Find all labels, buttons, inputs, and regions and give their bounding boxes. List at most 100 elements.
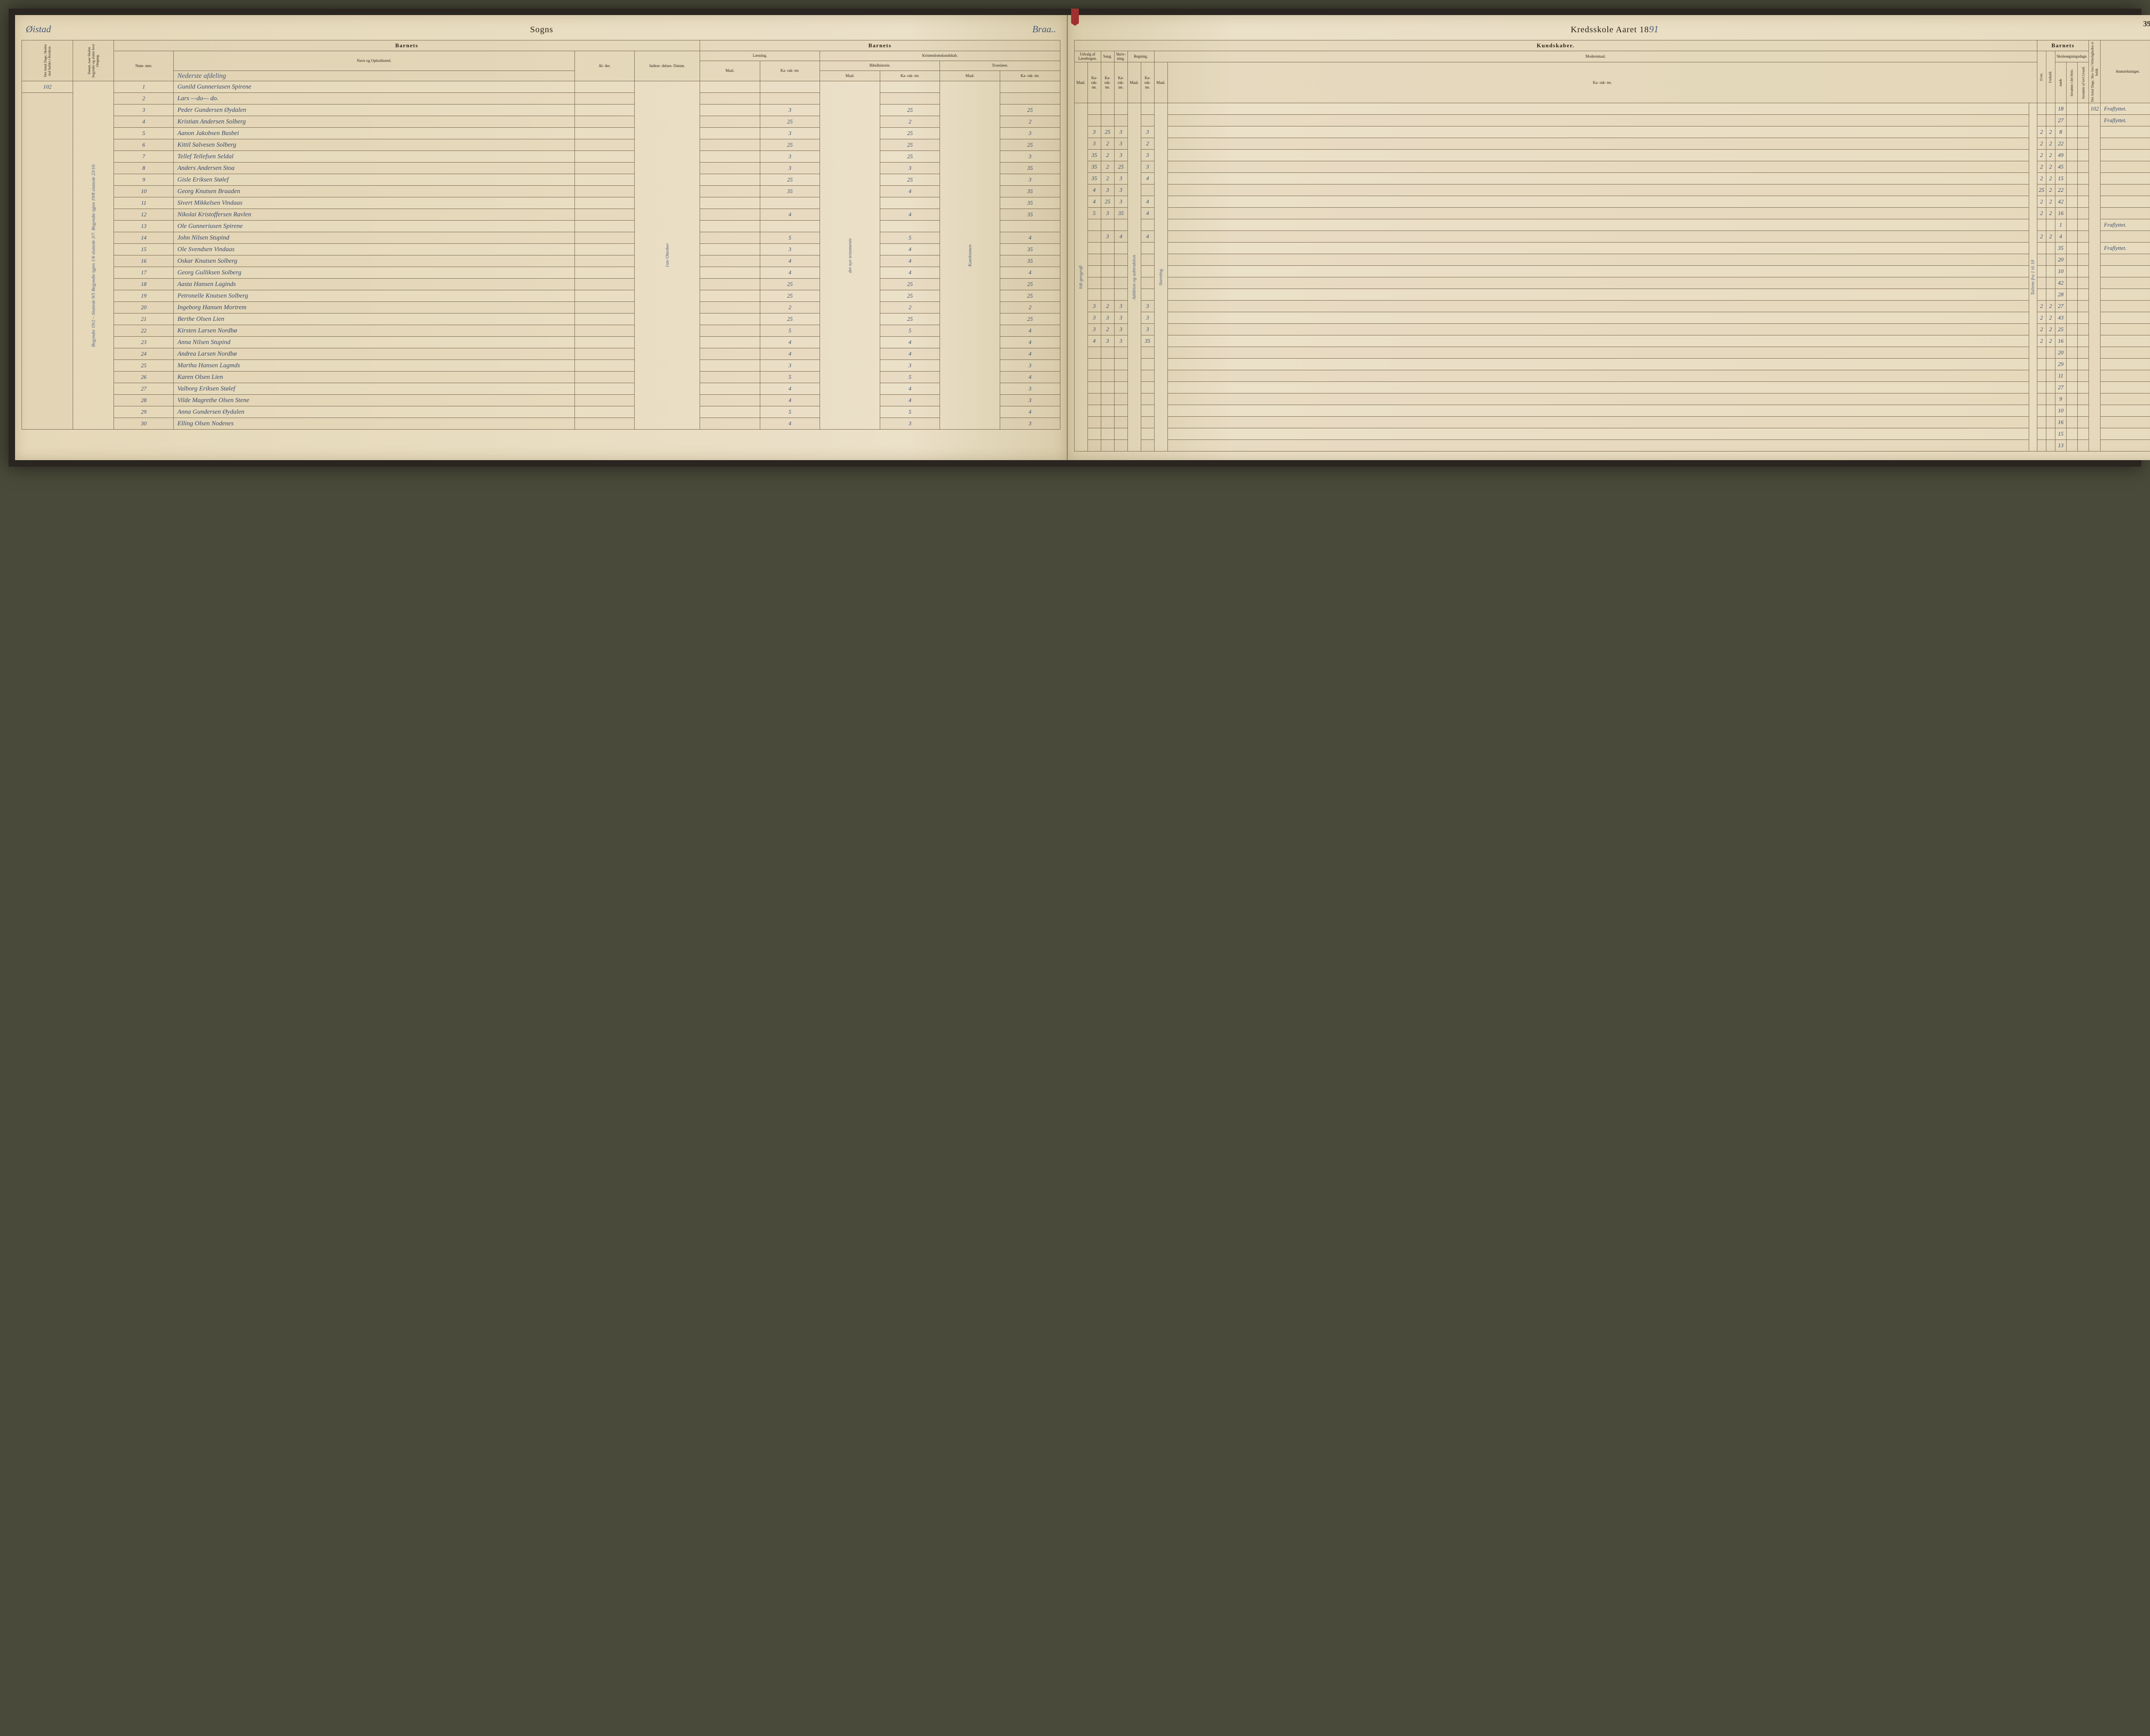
evne-val: 2 bbox=[2037, 324, 2046, 335]
mode-val: 18 bbox=[2055, 103, 2066, 115]
laesning-maal bbox=[700, 139, 760, 151]
fors-hele bbox=[2066, 138, 2077, 150]
troes-kar: 25 bbox=[1000, 279, 1060, 290]
fors-grund bbox=[2078, 277, 2089, 289]
remarks-cell bbox=[2100, 359, 2150, 370]
troes-kar: 2 bbox=[1000, 302, 1060, 313]
troes-kar: 35 bbox=[1000, 197, 1060, 209]
sang-kar bbox=[1101, 382, 1114, 393]
fors-hele bbox=[2066, 301, 2077, 312]
troes-kar bbox=[1000, 93, 1060, 104]
skriv-kar bbox=[1114, 428, 1127, 440]
troes-kar: 3 bbox=[1000, 395, 1060, 406]
skriv-kar bbox=[1114, 370, 1127, 382]
skriv-kar bbox=[1114, 359, 1127, 370]
student-name: Oskar Knutsen Solberg bbox=[174, 255, 574, 267]
regning-kar bbox=[1141, 417, 1154, 428]
troes-kar: 3 bbox=[1000, 418, 1060, 430]
forhold-val: 2 bbox=[2046, 196, 2055, 208]
alder-cell bbox=[574, 279, 635, 290]
alder-cell bbox=[574, 151, 635, 163]
alder-cell bbox=[574, 209, 635, 221]
skriv-kar bbox=[1114, 347, 1127, 359]
table-row: 21Berthe Olsen Lien252525 bbox=[22, 313, 1060, 325]
sang-kar: 3 bbox=[1101, 184, 1114, 196]
regning-kar: 3 bbox=[1141, 324, 1154, 335]
laesning-kar: 4 bbox=[760, 337, 820, 348]
troes-kar: 35 bbox=[1000, 163, 1060, 174]
forhold-val: 2 bbox=[2046, 312, 2055, 324]
udvalg-kar bbox=[1087, 277, 1101, 289]
sang-kar: 3 bbox=[1101, 208, 1114, 219]
laesning-kar: 3 bbox=[760, 151, 820, 163]
remarks-cell bbox=[2100, 312, 2150, 324]
table-row: 24Andrea Larsen Nordbø444 bbox=[22, 348, 1060, 360]
row-number: 12 bbox=[114, 209, 174, 221]
evne-val bbox=[2037, 428, 2046, 440]
modersmaal-kar bbox=[1167, 312, 2029, 324]
fors-hele bbox=[2066, 126, 2077, 138]
remarks-cell bbox=[2100, 161, 2150, 173]
sang-kar bbox=[1101, 243, 1114, 254]
fors-hele bbox=[2066, 428, 2077, 440]
sang-kar bbox=[1101, 266, 1114, 277]
modersmaal-kar bbox=[1167, 405, 2029, 417]
evne-val: 2 bbox=[2037, 196, 2046, 208]
sang-kar bbox=[1101, 219, 1114, 231]
mode-val: 15 bbox=[2055, 173, 2066, 184]
table-row: 2Lars —do— do. bbox=[22, 93, 1060, 104]
row-number: 9 bbox=[114, 174, 174, 186]
fors-hele bbox=[2066, 370, 2077, 382]
bibel-kar: 25 bbox=[880, 290, 940, 302]
laesning-kar bbox=[760, 197, 820, 209]
laesning-kar: 3 bbox=[760, 128, 820, 139]
evne-val bbox=[2037, 219, 2046, 231]
bibel-kar: 25 bbox=[880, 128, 940, 139]
student-name: Gisle Eriksen Stølef bbox=[174, 174, 574, 186]
table-row: 32332225 bbox=[1074, 324, 2150, 335]
udvalg-kar bbox=[1087, 231, 1101, 243]
udvalg-kar bbox=[1087, 219, 1101, 231]
fors-grund bbox=[2078, 324, 2089, 335]
mode-val: 27 bbox=[2055, 115, 2066, 126]
troes-kar: 2 bbox=[1000, 116, 1060, 128]
modersmaal-kar bbox=[1167, 277, 2029, 289]
row-number: 5 bbox=[114, 128, 174, 139]
regning-kar: 4 bbox=[1141, 196, 1154, 208]
hdr-maal-2: Maal. bbox=[820, 71, 880, 81]
bibel-note: det nye testamente bbox=[820, 81, 880, 430]
row-number: 14 bbox=[114, 232, 174, 244]
table-row: 16 bbox=[1074, 417, 2150, 428]
evne-val: 2 bbox=[2037, 208, 2046, 219]
kredsskole-label: Kredsskole Aaret 18 bbox=[1571, 25, 1649, 34]
table-row: 26Karen Olsen Lien554 bbox=[22, 372, 1060, 383]
forhold-val bbox=[2046, 266, 2055, 277]
student-name: Sivert Mikkelsen Vindaas bbox=[174, 197, 574, 209]
mode-val: 10 bbox=[2055, 405, 2066, 417]
regning-kar bbox=[1141, 405, 1154, 417]
table-row: 6Kittil Salvesen Solberg252525 bbox=[22, 139, 1060, 151]
hdr-kundskaber: Kundskaber. bbox=[1074, 40, 2037, 51]
forhold-val bbox=[2046, 219, 2055, 231]
alder-cell bbox=[574, 372, 635, 383]
mode-val: 13 bbox=[2055, 440, 2066, 452]
mode-val: 22 bbox=[2055, 184, 2066, 196]
table-row: 17Georg Gulliksen Solberg444 bbox=[22, 267, 1060, 279]
row-number: 29 bbox=[114, 406, 174, 418]
alder-cell bbox=[574, 290, 635, 302]
laesning-maal bbox=[700, 209, 760, 221]
forhold-val bbox=[2046, 428, 2055, 440]
laesning-maal bbox=[700, 279, 760, 290]
table-row: 352332249 bbox=[1074, 150, 2150, 161]
forhold-val: 2 bbox=[2046, 335, 2055, 347]
fors-hele bbox=[2066, 277, 2077, 289]
remarks-cell bbox=[2100, 417, 2150, 428]
fors-grund bbox=[2078, 208, 2089, 219]
table-row: 27Fraflyttet. bbox=[1074, 115, 2150, 126]
skriv-kar bbox=[1114, 243, 1127, 254]
sang-kar: 25 bbox=[1101, 196, 1114, 208]
modersmaal-kar bbox=[1167, 196, 2029, 208]
alder-cell bbox=[574, 93, 635, 104]
fors-grund bbox=[2078, 440, 2089, 452]
evne-val bbox=[2037, 393, 2046, 405]
